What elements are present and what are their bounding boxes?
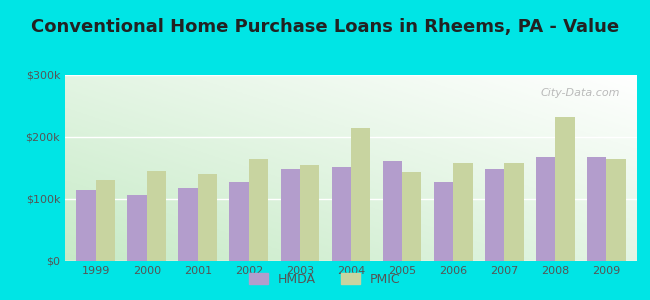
Bar [332,167,351,261]
Bar [127,195,147,261]
Bar [555,117,575,261]
Bar [96,180,115,261]
Bar [504,163,524,261]
Text: Conventional Home Purchase Loans in Rheems, PA - Value: Conventional Home Purchase Loans in Rhee… [31,18,619,36]
Bar [453,163,473,261]
Bar [383,160,402,261]
Bar [402,172,421,261]
Legend: HMDA, PMIC: HMDA, PMIC [244,268,406,291]
Bar [198,174,217,261]
Bar [229,182,249,261]
Bar [606,159,626,261]
Bar [281,169,300,261]
Bar [249,159,268,261]
Bar [434,182,453,261]
Bar [485,169,504,261]
Bar [178,188,198,261]
Text: City-Data.com: City-Data.com [540,88,620,98]
Bar [147,171,166,261]
Bar [76,190,96,261]
Bar [351,128,370,261]
Bar [536,157,555,261]
Bar [587,157,606,261]
Bar [300,165,319,261]
